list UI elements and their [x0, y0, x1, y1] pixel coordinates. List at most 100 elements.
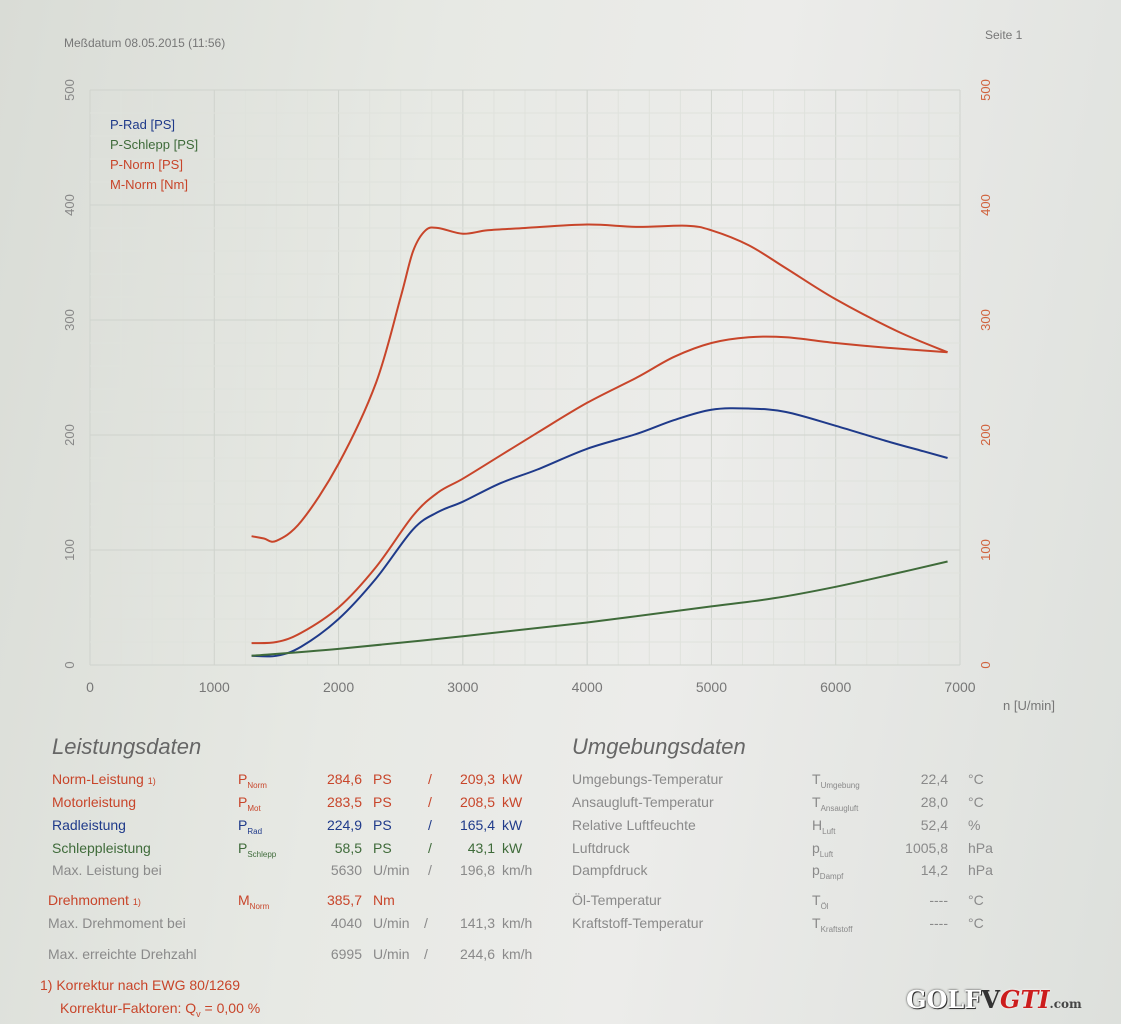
umgebung-symbol: TÖl — [812, 892, 829, 911]
norm-leistung-kw-unit: kW — [502, 771, 523, 787]
max-drehmoment-rpm: 4040 — [330, 915, 362, 931]
umgebung-symbol: TUmgebung — [812, 771, 860, 790]
max-leistung-rpm-unit: U/min — [373, 862, 410, 878]
max-drehzahl-speed-unit: km/h — [502, 946, 533, 962]
legend-entry: P-Rad [PS] — [110, 117, 175, 132]
x-axis-label: n [U/min] — [1003, 698, 1055, 713]
chart-grid — [89, 89, 961, 666]
max-leistung-rpm: 5630 — [330, 862, 362, 878]
motorleistung-sep: / — [428, 794, 432, 810]
motorleistung-ps-unit: PS — [373, 794, 392, 810]
max-drehmoment-label: Max. Drehmoment bei — [48, 915, 186, 931]
max-drehzahl-sep: / — [424, 946, 428, 962]
x-tick-label: 3000 — [447, 679, 478, 695]
radleistung-kw-unit: kW — [502, 817, 523, 833]
umgebung-unit: °C — [968, 771, 984, 787]
leistung-title: Leistungsdaten — [52, 734, 202, 759]
umgebung-symbol: pLuft — [812, 840, 834, 859]
radleistung-kw: 165,4 — [459, 817, 495, 833]
max-drehmoment-rpm-unit: U/min — [373, 915, 410, 931]
max-drehmoment-speed: 141,3 — [459, 915, 495, 931]
y-right-tick-label: 300 — [978, 309, 993, 331]
radleistung-symbol: PRad — [238, 817, 263, 836]
radleistung-ps: 224,9 — [326, 817, 362, 833]
series-line-2 — [251, 335, 948, 645]
legend-entry: M-Norm [Nm] — [110, 177, 188, 192]
legend-entry: P-Schlepp [PS] — [110, 137, 198, 152]
y-left-tick-label: 400 — [62, 194, 77, 216]
x-tick-label: 7000 — [944, 679, 975, 695]
y-right-tick-label: 400 — [978, 194, 993, 216]
umgebung-label: Dampfdruck — [572, 862, 648, 878]
y-right-tick-label: 200 — [978, 424, 993, 446]
drehmoment-label: Drehmoment 1) — [48, 892, 141, 908]
umgebung-value: ---- — [929, 892, 948, 908]
umgebung-symbol: TAnsaugluft — [812, 794, 859, 813]
schleppleistung-ps: 58,5 — [334, 840, 362, 856]
umgebung-value: 14,2 — [920, 862, 948, 878]
x-tick-label: 2000 — [323, 679, 354, 695]
max-leistung-speed: 196,8 — [459, 862, 495, 878]
series-line-3 — [251, 223, 948, 543]
umgebung-unit: °C — [968, 794, 984, 810]
umgebung-label: Öl-Temperatur — [572, 892, 662, 908]
umgebung-unit: °C — [968, 915, 984, 931]
schleppleistung-label: Schleppleistung — [52, 840, 151, 856]
max-leistung-speed-unit: km/h — [502, 862, 533, 878]
umgebung-symbol: TKraftstoff — [812, 915, 853, 934]
norm-leistung-kw: 209,3 — [459, 771, 495, 787]
footnote-correction: 1) Korrektur nach EWG 80/1269 — [40, 977, 240, 993]
schleppleistung-kw: 43,1 — [467, 840, 495, 856]
y-left-tick-label: 200 — [62, 424, 77, 446]
golfgti-logo: GOLFVGTI.com — [906, 985, 1082, 1014]
umgebung-value: 28,0 — [920, 794, 948, 810]
norm-leistung-sep: / — [428, 771, 432, 787]
umgebung-unit: hPa — [968, 840, 993, 856]
y-left-tick-label: 500 — [62, 79, 77, 101]
y-left-tick-label: 100 — [62, 539, 77, 561]
motorleistung-kw-unit: kW — [502, 794, 523, 810]
max-leistung-label: Max. Leistung bei — [52, 862, 162, 878]
max-leistung-sep: / — [428, 862, 432, 878]
max-drehmoment-speed-unit: km/h — [502, 915, 533, 931]
umgebung-unit: °C — [968, 892, 984, 908]
max-drehzahl-speed: 244,6 — [459, 946, 495, 962]
max-drehzahl-rpm: 6995 — [330, 946, 362, 962]
y-right-tick-label: 500 — [978, 79, 993, 101]
x-tick-label: 4000 — [572, 679, 603, 695]
drehmoment-unit: Nm — [373, 892, 395, 908]
schleppleistung-symbol: PSchlepp — [238, 840, 277, 859]
umgebung-title: Umgebungsdaten — [572, 734, 746, 759]
umgebung-label: Ansaugluft-Temperatur — [572, 794, 714, 810]
y-right-tick-label: 100 — [978, 539, 993, 561]
schleppleistung-sep: / — [428, 840, 432, 856]
chart-series — [251, 223, 948, 658]
schleppleistung-kw-unit: kW — [502, 840, 523, 856]
umgebung-value: 52,4 — [920, 817, 948, 833]
footnote-factors: Korrektur-Faktoren: Qv = 0,00 % — [60, 1000, 261, 1019]
umgebung-label: Umgebungs-Temperatur — [572, 771, 723, 787]
x-tick-label: 5000 — [696, 679, 727, 695]
legend-entry: P-Norm [PS] — [110, 157, 183, 172]
norm-leistung-ps: 284,6 — [326, 771, 362, 787]
radleistung-label: Radleistung — [52, 817, 126, 833]
y-left-tick-label: 300 — [62, 309, 77, 331]
page-number: Seite 1 — [985, 28, 1023, 42]
radleistung-ps-unit: PS — [373, 817, 392, 833]
x-tick-label: 6000 — [820, 679, 851, 695]
norm-leistung-label: Norm-Leistung 1) — [52, 771, 156, 787]
y-right-tick-label: 0 — [978, 661, 993, 668]
norm-leistung-symbol: PNorm — [238, 771, 267, 790]
motorleistung-ps: 283,5 — [326, 794, 362, 810]
series-line-1 — [251, 560, 948, 657]
drehmoment-value: 385,7 — [326, 892, 362, 908]
norm-leistung-ps-unit: PS — [373, 771, 392, 787]
series-line-0 — [251, 407, 948, 658]
motorleistung-symbol: PMot — [238, 794, 261, 813]
umgebung-symbol: HLuft — [812, 817, 836, 836]
max-drehzahl-label: Max. erreichte Drehzahl — [48, 946, 197, 962]
motorleistung-label: Motorleistung — [52, 794, 137, 810]
schleppleistung-ps-unit: PS — [373, 840, 392, 856]
measurement-date: Meßdatum 08.05.2015 (11:56) — [64, 36, 226, 50]
umgebung-unit: % — [968, 817, 981, 833]
